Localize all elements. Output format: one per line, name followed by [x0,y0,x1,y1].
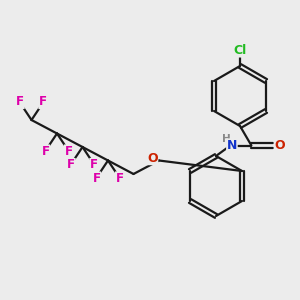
Text: Cl: Cl [233,44,247,57]
Text: H: H [222,134,231,144]
Text: F: F [67,158,75,172]
Text: O: O [147,152,158,165]
Text: F: F [16,95,24,109]
Text: F: F [39,95,47,109]
Text: O: O [274,139,285,152]
Text: F: F [64,145,72,158]
Text: F: F [42,145,50,158]
Text: F: F [116,172,123,185]
Text: F: F [93,172,101,185]
Text: F: F [90,158,98,172]
Text: N: N [227,139,237,152]
